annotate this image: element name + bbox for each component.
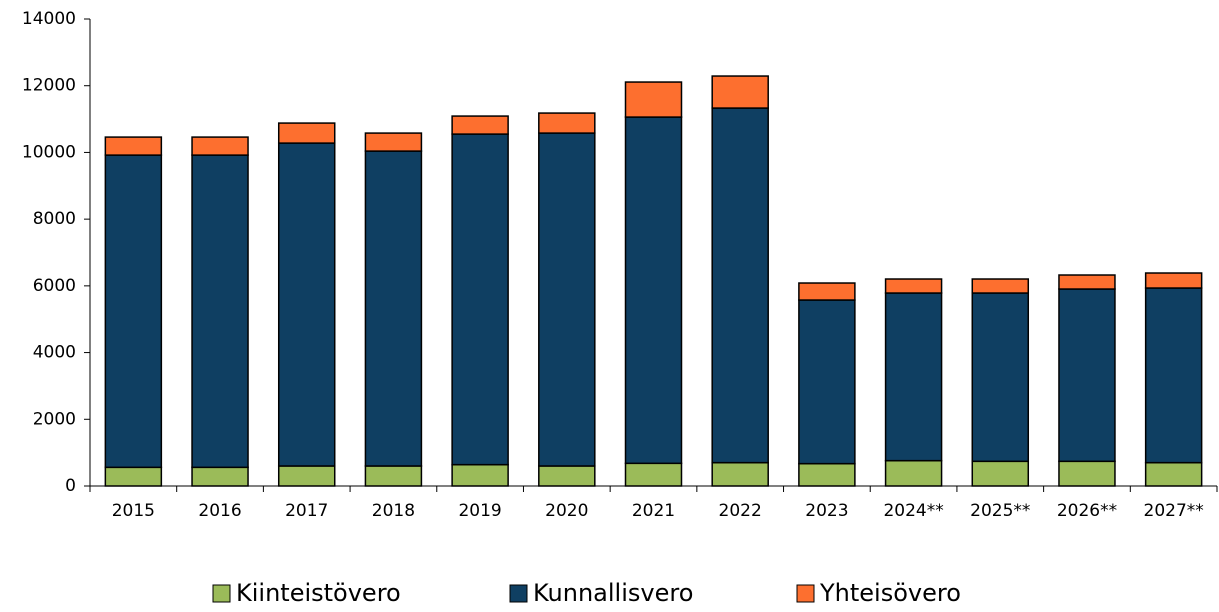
bar-segment (364, 150, 423, 467)
y-tick-label: 8000 (33, 209, 76, 229)
bar-segment (884, 278, 943, 294)
bar-segment (104, 466, 163, 487)
bar-segment (798, 282, 856, 301)
y-tick-label: 2000 (33, 409, 76, 429)
y-tick-label: 0 (65, 476, 76, 496)
bar-segment (884, 292, 943, 462)
legend-swatch (509, 584, 528, 603)
bar-segment (711, 75, 769, 109)
legend-label: Yhteisövero (819, 579, 961, 607)
y-tick-label: 4000 (33, 343, 76, 363)
legend-swatch (212, 584, 231, 603)
y-tick-label: 14000 (22, 9, 76, 29)
x-tick-label: 2026** (1057, 501, 1117, 521)
bar-segment (191, 154, 249, 469)
x-tick-label: 2019 (458, 501, 501, 521)
x-tick-label: 2021 (632, 501, 675, 521)
bar-segment (538, 132, 596, 467)
y-tick-label: 6000 (33, 276, 76, 296)
x-tick-label: 2024** (883, 501, 943, 521)
bar-segment (104, 136, 163, 156)
bar-segment (538, 112, 596, 134)
bar-segment (451, 133, 509, 466)
bar-segment (538, 465, 596, 487)
bar-segment (971, 460, 1030, 487)
x-tick-label: 2027** (1144, 501, 1204, 521)
y-tick-label: 12000 (22, 76, 76, 96)
x-tick-label: 2023 (805, 501, 848, 521)
x-tick-label: 2015 (112, 501, 155, 521)
bar-segment (884, 459, 943, 487)
bar-segment (1058, 460, 1116, 487)
x-tick-label: 2018 (372, 501, 415, 521)
bar-segment (104, 154, 163, 469)
bar-segment (1144, 287, 1203, 464)
bar-segment (451, 115, 509, 135)
x-tick-label: 2022 (719, 501, 762, 521)
x-tick-label: 2020 (545, 501, 588, 521)
bar-segment (191, 466, 249, 487)
bar-segment (798, 462, 856, 487)
bar-segment (711, 461, 769, 487)
bar-segment (451, 463, 509, 487)
bar-segment (624, 81, 683, 118)
bar-segment (971, 278, 1030, 294)
bar-segment (191, 136, 249, 156)
legend-swatch (796, 584, 815, 603)
bar-segment (277, 465, 336, 487)
y-tick-label: 10000 (22, 142, 76, 162)
bar-segment (711, 107, 769, 464)
x-tick-label: 2017 (285, 501, 328, 521)
bar-segment (364, 465, 423, 487)
bar-segment (971, 292, 1030, 463)
bar-segment (277, 142, 336, 467)
x-tick-label: 2025** (970, 501, 1030, 521)
bar-segment (1144, 272, 1203, 289)
bar-segment (798, 299, 856, 465)
bar-segment (364, 132, 423, 152)
bar-segment (1058, 274, 1116, 290)
x-tick-label: 2016 (198, 501, 241, 521)
bar-segment (624, 462, 683, 487)
bar-segment (277, 122, 336, 144)
legend-label: Kunnallisvero (533, 579, 693, 607)
legend-label: Kiinteistövero (236, 579, 401, 607)
bar-segment (1058, 288, 1116, 463)
bar-segment (624, 116, 683, 465)
bar-segment (1144, 461, 1203, 487)
